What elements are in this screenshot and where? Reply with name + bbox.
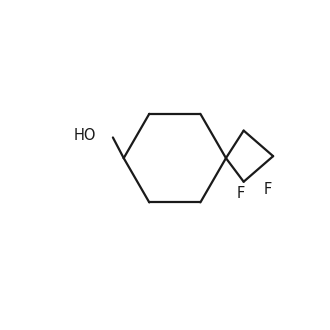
Text: F: F — [264, 182, 272, 197]
Text: F: F — [237, 186, 245, 201]
Text: HO: HO — [74, 128, 96, 143]
